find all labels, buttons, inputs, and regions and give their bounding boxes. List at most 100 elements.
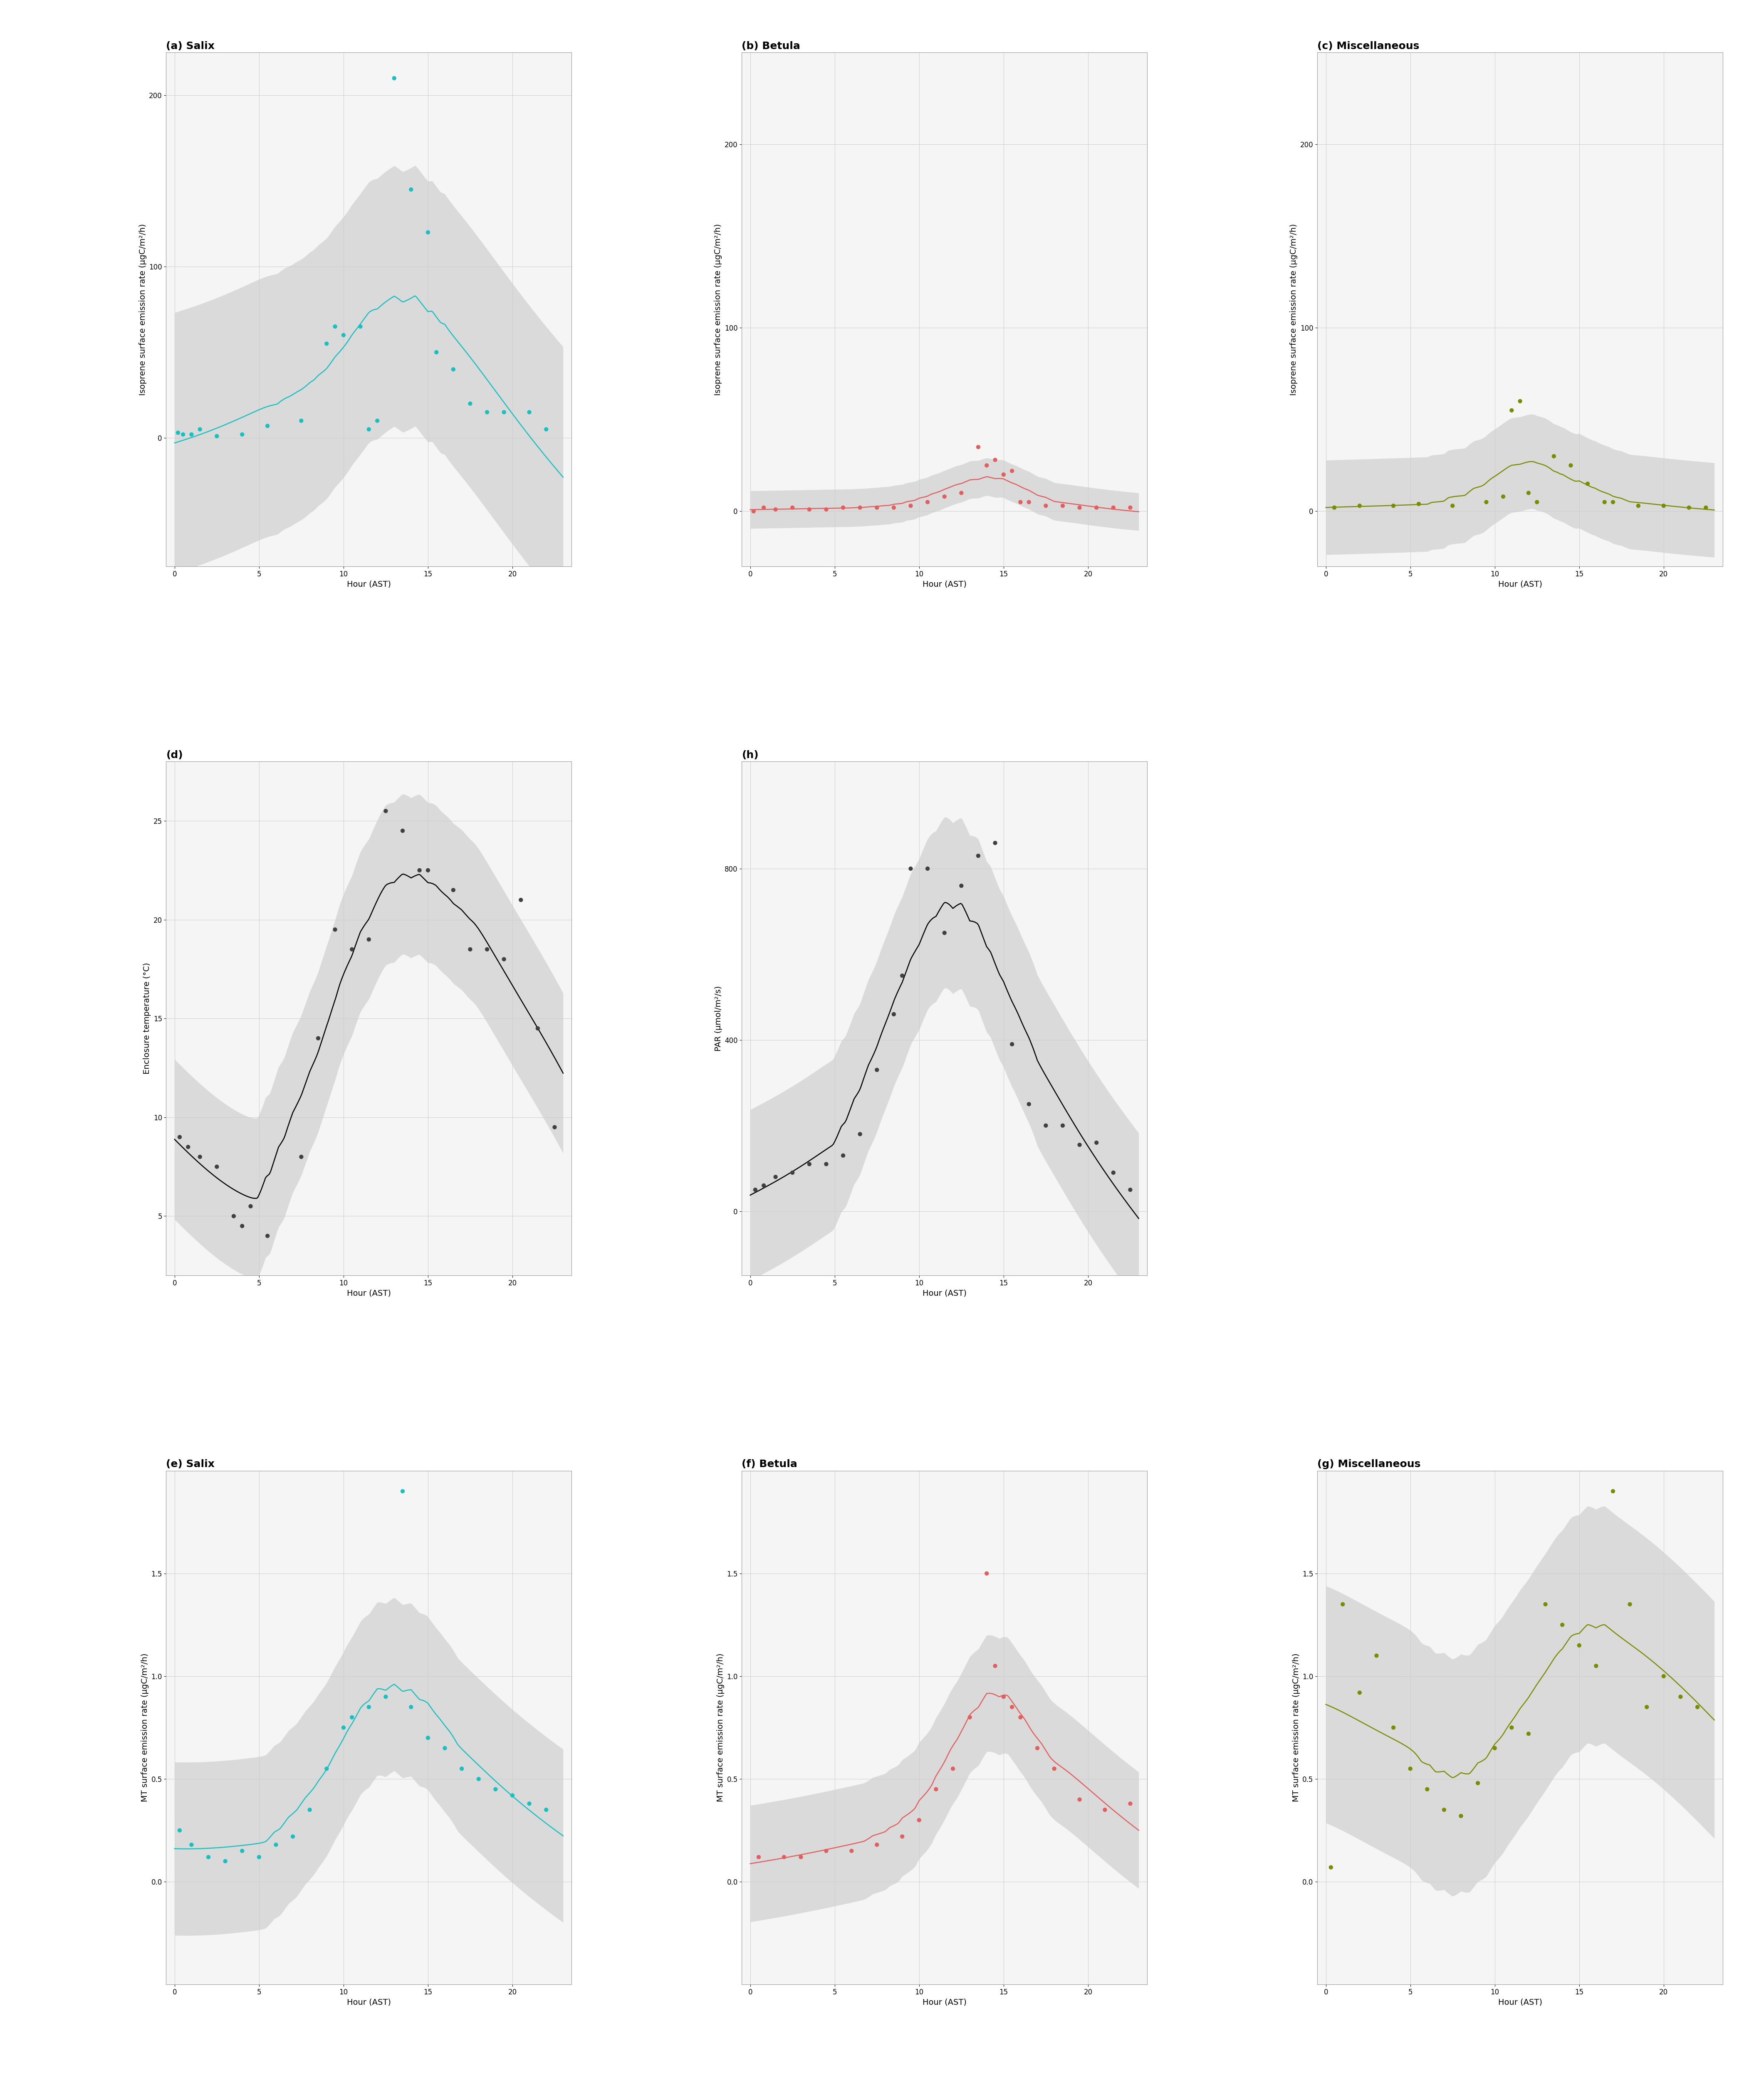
Point: [1362, 1638, 1390, 1672]
Point: [745, 1840, 773, 1873]
Point: [1006, 1701, 1034, 1735]
Point: [507, 884, 535, 918]
Point: [456, 386, 484, 420]
Point: [999, 1690, 1027, 1724]
Point: [1548, 1609, 1576, 1642]
Point: [227, 418, 255, 452]
Point: [177, 418, 205, 452]
Point: [955, 1701, 983, 1735]
Point: [415, 1722, 442, 1756]
Point: [472, 932, 500, 966]
Point: [439, 353, 467, 386]
Point: [170, 418, 198, 452]
Point: [373, 794, 401, 827]
Point: [1091, 1793, 1119, 1827]
Point: [185, 412, 213, 445]
Y-axis label: PAR (μmol/m²/s): PAR (μmol/m²/s): [714, 985, 722, 1052]
Point: [1515, 1718, 1543, 1751]
Point: [740, 494, 768, 527]
Point: [177, 1827, 205, 1861]
Point: [981, 443, 1009, 477]
Point: [742, 1174, 770, 1208]
Point: [1557, 449, 1585, 483]
Point: [750, 1170, 778, 1203]
Point: [862, 491, 890, 525]
Y-axis label: Isoprene surface emission rate (μgC/m²/h): Isoprene surface emission rate (μgC/m²/h…: [138, 223, 147, 395]
Point: [1497, 1712, 1525, 1745]
Point: [1065, 491, 1093, 525]
Point: [227, 1210, 255, 1243]
Point: [164, 416, 192, 449]
Point: [406, 853, 434, 886]
Point: [236, 1189, 264, 1222]
Y-axis label: MT surface emission rate (μgC/m²/h): MT surface emission rate (μgC/m²/h): [142, 1653, 149, 1802]
Point: [906, 1804, 934, 1838]
Point: [1649, 1659, 1677, 1693]
Point: [880, 491, 908, 525]
Point: [185, 1140, 213, 1174]
Y-axis label: MT surface emission rate (μgC/m²/h): MT surface emission rate (μgC/m²/h): [1293, 1653, 1300, 1802]
X-axis label: Hour (AST): Hour (AST): [1499, 580, 1543, 588]
Point: [1691, 491, 1719, 525]
Point: [1667, 1680, 1695, 1714]
Point: [999, 454, 1027, 487]
Point: [1464, 1766, 1492, 1800]
Text: (d): (d): [166, 750, 184, 760]
Point: [939, 1751, 967, 1785]
Point: [862, 1052, 890, 1086]
Point: [388, 815, 416, 848]
Point: [498, 1779, 526, 1812]
Text: (c) Miscellaneous: (c) Miscellaneous: [1317, 42, 1420, 50]
Point: [847, 1117, 874, 1151]
Point: [796, 494, 824, 527]
Text: (a) Salix: (a) Salix: [166, 42, 215, 50]
Point: [1616, 1588, 1644, 1621]
Point: [254, 410, 282, 443]
Point: [897, 489, 925, 523]
Point: [1497, 393, 1525, 426]
Point: [1684, 1690, 1712, 1724]
Point: [439, 874, 467, 907]
Point: [472, 395, 500, 428]
Point: [829, 491, 857, 525]
Point: [838, 1833, 866, 1867]
Point: [972, 1556, 1000, 1590]
Point: [203, 1151, 231, 1184]
Point: [490, 943, 518, 977]
Point: [1006, 485, 1034, 519]
Point: [287, 1140, 315, 1174]
Point: [532, 1793, 560, 1827]
Point: [1590, 485, 1618, 519]
Point: [1404, 487, 1432, 521]
Point: [1083, 491, 1111, 525]
Point: [423, 336, 451, 370]
Point: [287, 403, 315, 437]
Point: [203, 420, 231, 454]
Point: [329, 1712, 357, 1745]
Point: [1446, 1800, 1474, 1833]
Point: [1532, 1588, 1560, 1621]
Point: [1329, 1588, 1357, 1621]
Point: [355, 412, 383, 445]
Point: [397, 172, 425, 206]
Point: [220, 1199, 248, 1233]
Text: (h): (h): [742, 750, 759, 760]
Point: [913, 485, 941, 519]
Point: [1100, 491, 1128, 525]
Point: [862, 1827, 890, 1861]
Point: [322, 309, 350, 342]
Y-axis label: Isoprene surface emission rate (μgC/m²/h): Isoprene surface emission rate (μgC/m²/h…: [714, 223, 722, 395]
Point: [227, 1833, 255, 1867]
Point: [430, 1730, 458, 1764]
Point: [1116, 491, 1144, 525]
X-axis label: Hour (AST): Hour (AST): [922, 1999, 967, 2005]
Point: [1065, 1783, 1093, 1816]
Point: [166, 1119, 194, 1153]
Point: [1320, 491, 1348, 525]
Point: [465, 1762, 493, 1796]
Point: [1380, 1712, 1408, 1745]
Point: [415, 853, 442, 886]
Point: [364, 403, 392, 437]
Point: [1625, 489, 1653, 523]
Text: (f) Betula: (f) Betula: [742, 1459, 798, 1470]
